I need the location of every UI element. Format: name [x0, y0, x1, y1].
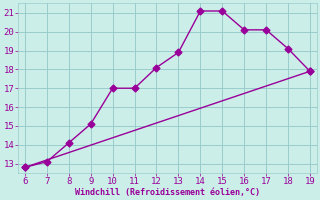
X-axis label: Windchill (Refroidissement éolien,°C): Windchill (Refroidissement éolien,°C)	[75, 188, 260, 197]
